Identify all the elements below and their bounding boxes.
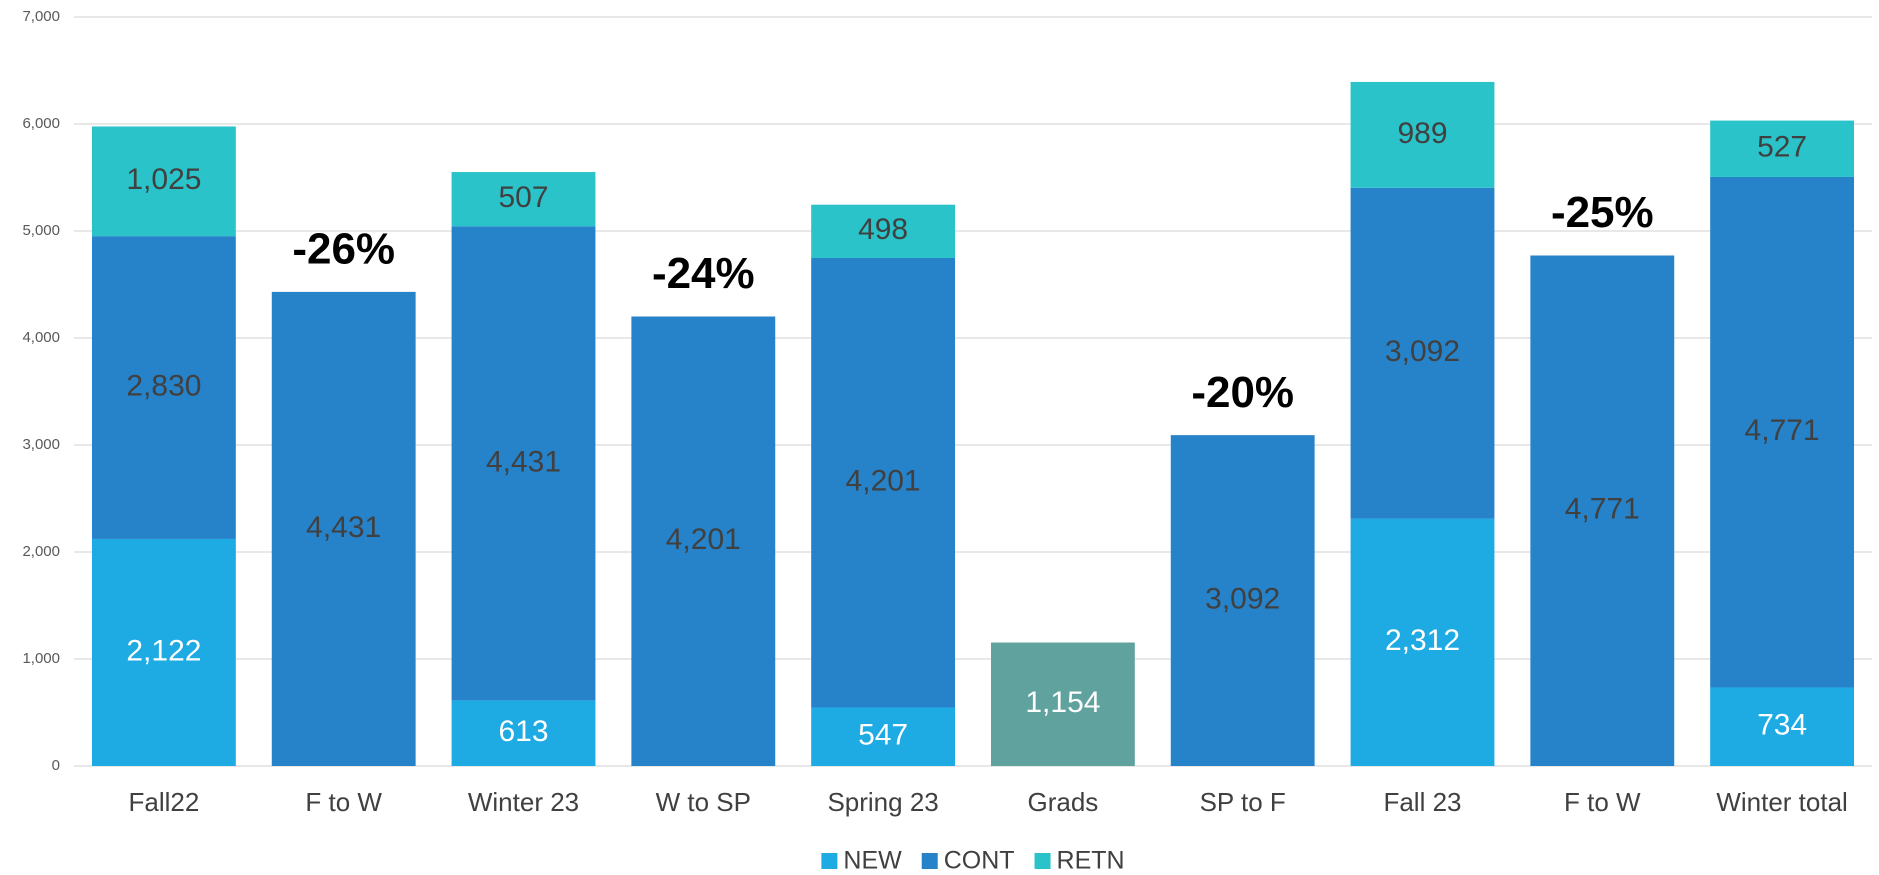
data-label: 989 <box>1397 117 1447 150</box>
y-tick-label: 6,000 <box>22 115 60 132</box>
x-tick-label: SP to F <box>1200 787 1286 817</box>
bar-segment <box>811 257 956 708</box>
y-tick-label: 1,000 <box>22 650 60 667</box>
data-label: 507 <box>498 181 548 214</box>
y-tick-label: 3,000 <box>22 436 60 453</box>
legend-label: RETN <box>1057 847 1125 875</box>
bar-segment <box>1350 187 1495 519</box>
data-label: 2,830 <box>126 369 201 402</box>
bar-segment <box>451 172 596 227</box>
bar-segment <box>91 538 236 766</box>
data-label: 498 <box>858 213 908 246</box>
data-label: 4,431 <box>486 445 561 478</box>
annotation: -24% <box>652 249 755 298</box>
bar-segment <box>1350 518 1495 766</box>
x-tick-label: W to SP <box>656 787 751 817</box>
data-label: 1,025 <box>126 163 201 196</box>
y-tick-label: 5,000 <box>22 222 60 239</box>
x-tick-label: F to W <box>1564 787 1641 817</box>
y-tick-label: 0 <box>52 757 60 774</box>
bar-segment <box>1710 687 1855 766</box>
x-tick-label: F to W <box>305 787 382 817</box>
data-label: 2,312 <box>1385 624 1460 657</box>
bar-segment <box>271 291 416 766</box>
data-label: 547 <box>858 719 908 752</box>
bar-segment <box>990 642 1135 766</box>
x-tick-label: Grads <box>1027 787 1098 817</box>
annotation: -25% <box>1551 188 1654 237</box>
bar-segment <box>451 700 596 766</box>
legend-label: CONT <box>944 847 1015 875</box>
legend-label: NEW <box>843 847 902 875</box>
x-tick-label: Spring 23 <box>827 787 938 817</box>
data-label: 4,431 <box>306 511 381 544</box>
bar-segment <box>91 126 236 237</box>
bar-segment <box>91 236 236 539</box>
data-label: 1,154 <box>1025 686 1100 719</box>
bar-segment <box>451 226 596 701</box>
annotation: -26% <box>292 225 395 274</box>
data-label: 4,201 <box>666 523 741 556</box>
data-label: 734 <box>1757 709 1807 742</box>
bar-segment <box>1170 435 1315 766</box>
data-label: 2,122 <box>126 634 201 667</box>
legend-swatch <box>821 853 838 869</box>
y-tick-label: 4,000 <box>22 329 60 346</box>
data-label: 3,092 <box>1385 335 1460 368</box>
legend-swatch <box>921 853 938 869</box>
data-label: 4,771 <box>1745 414 1820 447</box>
bar-segment <box>811 204 956 258</box>
data-label: 4,771 <box>1565 493 1640 526</box>
bar-segment <box>1350 81 1495 188</box>
bar-segment <box>1710 176 1855 688</box>
bar-segment <box>631 316 776 766</box>
data-label: 613 <box>498 715 548 748</box>
data-label: 527 <box>1757 131 1807 164</box>
legend-swatch <box>1034 853 1051 869</box>
y-tick-label: 7,000 <box>22 8 60 25</box>
y-tick-label: 2,000 <box>22 543 60 560</box>
x-tick-label: Fall 23 <box>1383 787 1461 817</box>
bar-segment <box>811 707 956 766</box>
data-label: 3,092 <box>1205 582 1280 615</box>
bar-segment <box>1710 120 1855 177</box>
bar-segment <box>1530 255 1675 767</box>
data-label: 4,201 <box>846 465 921 498</box>
annotation: -20% <box>1191 368 1294 417</box>
x-tick-label: Winter total <box>1716 787 1848 817</box>
x-tick-label: Winter 23 <box>468 787 579 817</box>
x-tick-label: Fall22 <box>128 787 199 817</box>
